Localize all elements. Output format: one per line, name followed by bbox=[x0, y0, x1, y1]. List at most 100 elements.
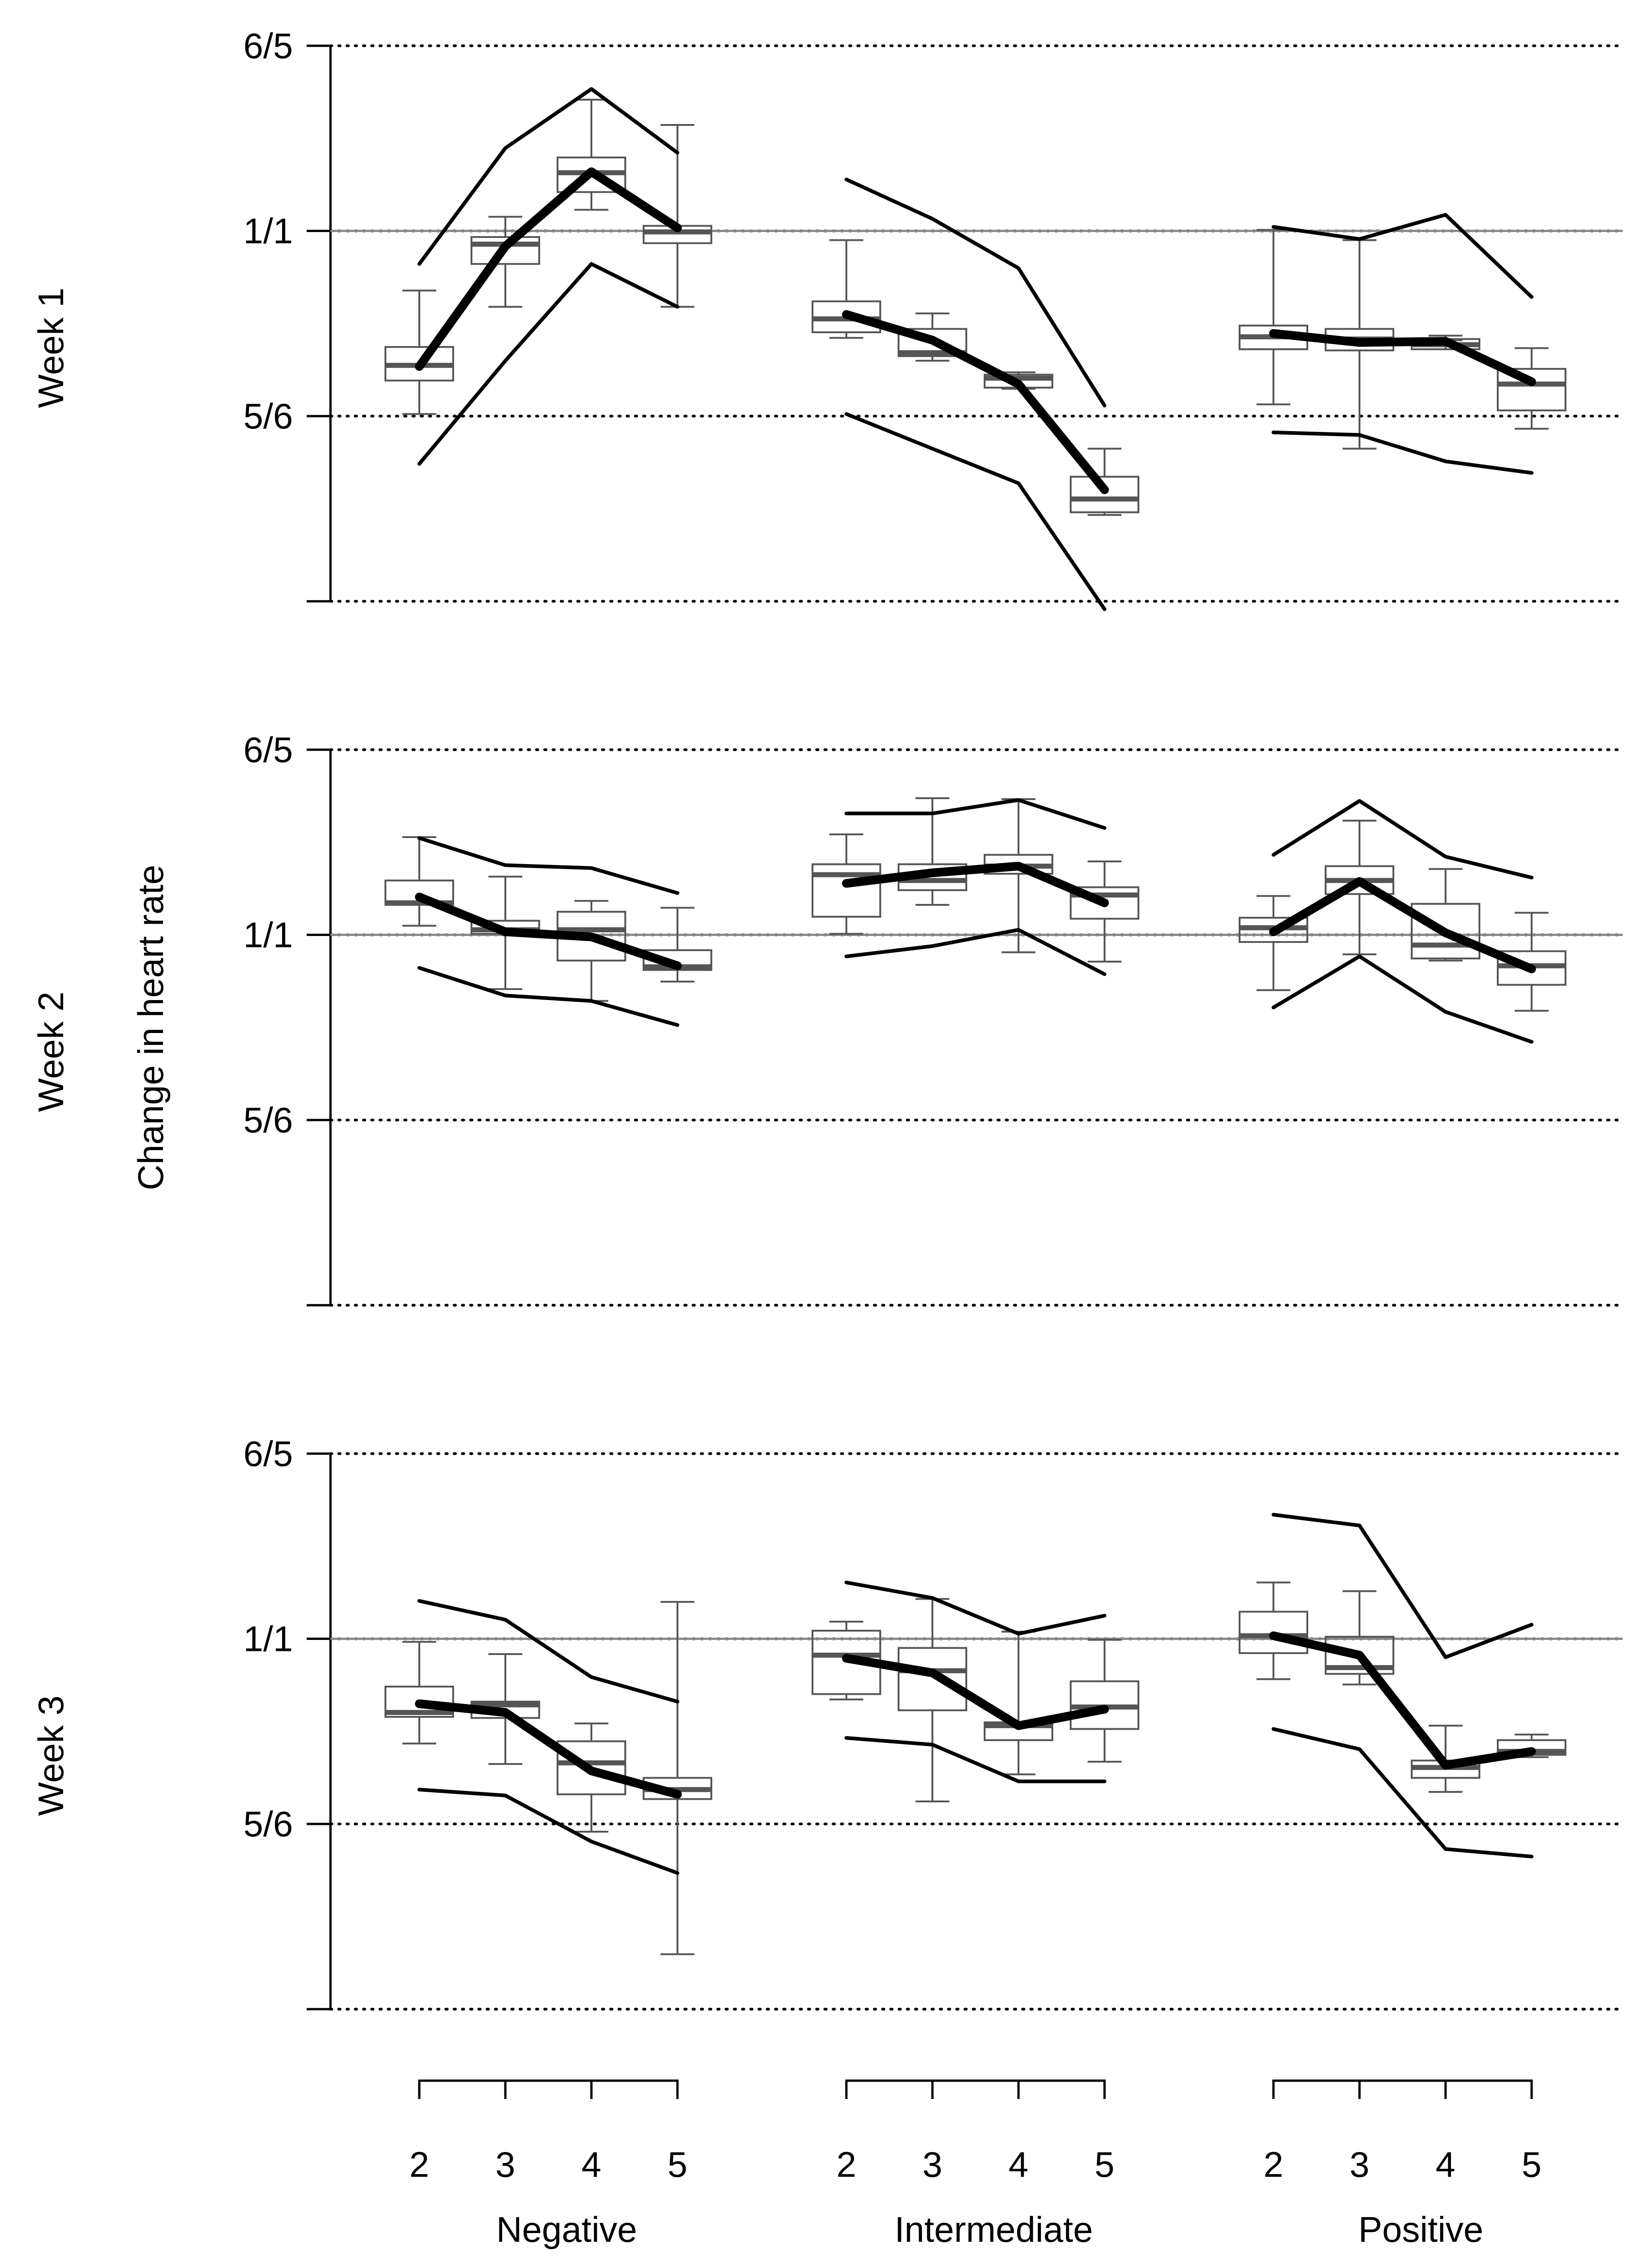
panel-week-2: 6/5 1/1 5/6 Week 2 bbox=[31, 730, 1624, 1307]
lower-bound-line bbox=[417, 1788, 679, 1875]
box bbox=[898, 1647, 967, 1711]
upper-bound-line bbox=[1272, 799, 1533, 880]
group-label: Intermediate bbox=[894, 2209, 1093, 2250]
lower-bound-line bbox=[845, 1736, 1106, 1784]
y-axis-label: Change in heart rate bbox=[130, 865, 171, 1190]
week-label: Week 2 bbox=[31, 991, 71, 1112]
box-plot bbox=[557, 900, 626, 1002]
box bbox=[1070, 886, 1139, 920]
box bbox=[385, 1686, 454, 1718]
lower-bound-line bbox=[1272, 954, 1533, 1044]
mean-line bbox=[1269, 1631, 1536, 1770]
group-positive bbox=[1239, 213, 1566, 475]
x-tick-label: 5 bbox=[1522, 2144, 1541, 2185]
upper-bound-line bbox=[845, 178, 1106, 408]
group-negative bbox=[385, 1599, 712, 1955]
group-label: Positive bbox=[1358, 2209, 1483, 2250]
box-plot bbox=[1325, 1590, 1394, 1686]
y-tick-label: 6/5 bbox=[244, 26, 293, 66]
group-negative bbox=[385, 836, 712, 1027]
upper-bound-line bbox=[1272, 1513, 1533, 1659]
x-tick-label: 3 bbox=[922, 2144, 942, 2185]
mean-line bbox=[1269, 329, 1536, 386]
group-intermediate bbox=[812, 1580, 1139, 1802]
x-tick-label: 2 bbox=[836, 2144, 856, 2185]
y-tick-label: 5/6 bbox=[244, 396, 293, 436]
box-plot bbox=[1239, 1581, 1308, 1680]
box-plot bbox=[1325, 820, 1394, 956]
lower-bound-line bbox=[417, 966, 679, 1027]
y-tick-label: 1/1 bbox=[244, 211, 293, 251]
lower-bound-line bbox=[845, 928, 1106, 976]
x-tick-label: 4 bbox=[1435, 2144, 1455, 2185]
upper-bound-line bbox=[417, 87, 679, 266]
box-plot bbox=[557, 98, 626, 211]
x-tick-label: 4 bbox=[1008, 2144, 1028, 2185]
week-label: Week 3 bbox=[31, 1695, 71, 1816]
box bbox=[1411, 903, 1480, 960]
upper-bound-line bbox=[845, 1580, 1106, 1636]
group-positive bbox=[1239, 1513, 1566, 1859]
upper-bound-line bbox=[417, 1599, 679, 1704]
upper-bound-line bbox=[417, 836, 679, 895]
lower-bound-line bbox=[417, 262, 679, 466]
box-plot bbox=[984, 1631, 1053, 1775]
upper-bound-line bbox=[845, 798, 1106, 830]
box-plot bbox=[1070, 1639, 1139, 1763]
box-plot bbox=[1239, 895, 1308, 991]
box-plot bbox=[385, 1641, 454, 1745]
y-tick-label: 5/6 bbox=[244, 1100, 293, 1140]
x-tick-label: 3 bbox=[495, 2144, 515, 2185]
box-plot bbox=[385, 836, 454, 927]
mean-line bbox=[415, 892, 682, 970]
x-axis-group-1: 2 3 4 5 Negative bbox=[409, 2079, 688, 2250]
box bbox=[1325, 1636, 1394, 1675]
box bbox=[1497, 368, 1566, 411]
y-tick-label: 6/5 bbox=[244, 730, 293, 770]
y-tick-label: 6/5 bbox=[244, 1433, 293, 1474]
group-intermediate bbox=[812, 797, 1139, 976]
mean-line bbox=[842, 310, 1109, 494]
box-plot bbox=[557, 1722, 626, 1833]
box-plot bbox=[1239, 229, 1308, 406]
box bbox=[898, 328, 967, 357]
box bbox=[812, 863, 881, 918]
panel-week-1: 6/5 1/1 5/6 Week 1 bbox=[31, 26, 1624, 611]
group-label: Negative bbox=[496, 2209, 637, 2250]
box-plot bbox=[812, 833, 881, 935]
group-negative bbox=[385, 87, 712, 466]
box bbox=[557, 1740, 626, 1796]
mean-line bbox=[415, 167, 682, 371]
box-plot bbox=[1070, 448, 1139, 516]
box bbox=[1070, 476, 1139, 514]
x-tick-label: 2 bbox=[409, 2144, 429, 2185]
box-plot bbox=[898, 1598, 967, 1802]
x-tick-label: 2 bbox=[1263, 2144, 1283, 2185]
x-tick-label: 5 bbox=[1094, 2144, 1114, 2185]
lower-bound-line bbox=[845, 412, 1106, 611]
box-plot bbox=[643, 907, 712, 983]
mean-line bbox=[842, 1654, 1109, 1730]
x-tick-label: 4 bbox=[581, 2144, 601, 2185]
y-tick-label: 5/6 bbox=[244, 1804, 293, 1844]
x-tick-label: 5 bbox=[667, 2144, 687, 2185]
lower-bound-line bbox=[1272, 430, 1533, 475]
x-tick-label: 3 bbox=[1349, 2144, 1369, 2185]
box bbox=[471, 236, 540, 265]
upper-bound-line bbox=[1272, 213, 1533, 299]
group-intermediate bbox=[812, 178, 1139, 611]
mean-line bbox=[1269, 877, 1536, 974]
mean-line bbox=[842, 861, 1109, 908]
panels-layer: 6/5 1/1 5/6 Week 1 6/5 1/1 5/6 Week 2 6/5 1/1 5/6 W… bbox=[31, 26, 1624, 2011]
box-plot bbox=[1070, 860, 1139, 963]
x-axis-group-3: 2 3 4 5 Positive bbox=[1263, 2079, 1542, 2250]
box-plot bbox=[385, 289, 454, 415]
group-positive bbox=[1239, 799, 1566, 1044]
y-tick-label: 1/1 bbox=[244, 1619, 293, 1659]
lower-bound-line bbox=[1272, 1727, 1533, 1859]
panel-week-3: 6/5 1/1 5/6 Week 3 bbox=[31, 1433, 1624, 2011]
mean-line bbox=[415, 1699, 682, 1799]
box-plot bbox=[643, 1601, 712, 1955]
